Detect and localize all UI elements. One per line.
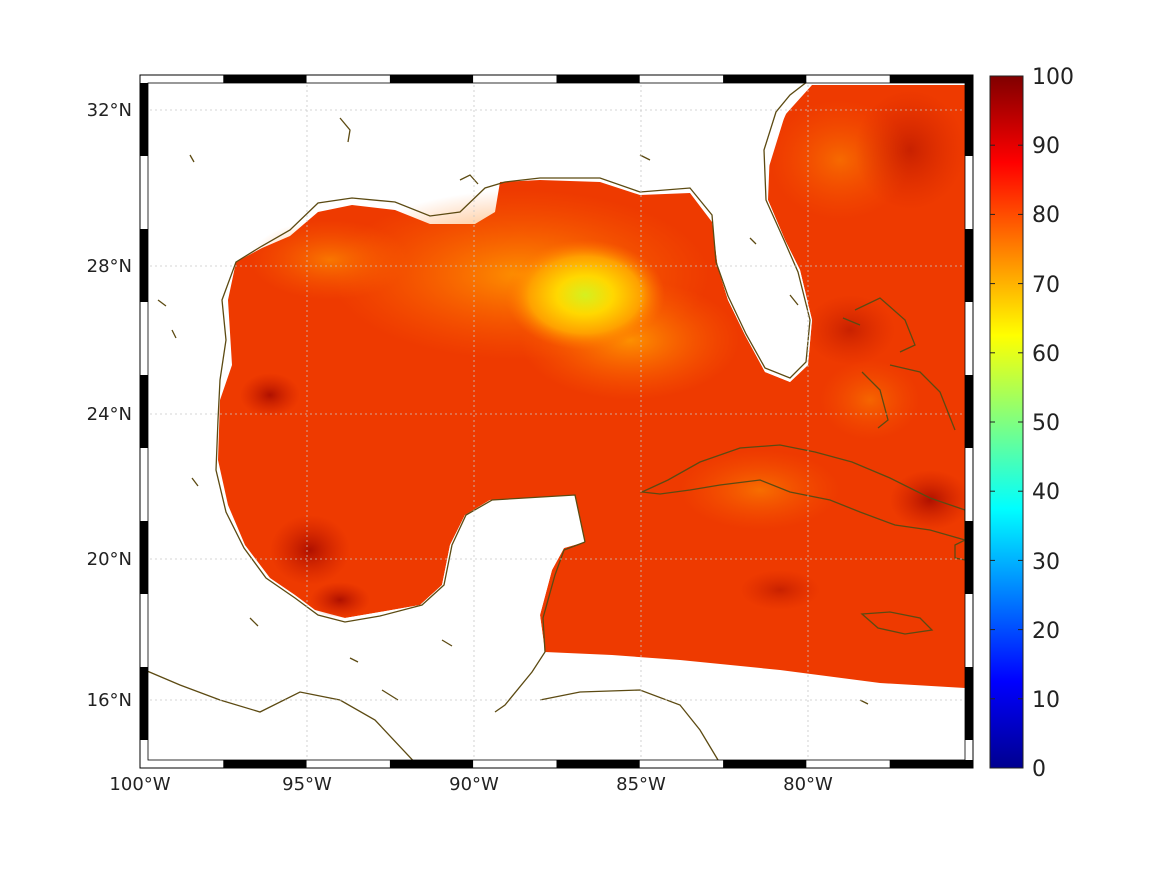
- frame-segment: [639, 760, 724, 768]
- lat-label-20n: 20°N: [87, 549, 132, 570]
- frame-segment: [639, 75, 724, 83]
- frame-inner-outline: [147, 82, 966, 761]
- land-central-america: [420, 660, 720, 768]
- frame-segment: [140, 156, 148, 229]
- lon-label-95w: 95°W: [282, 774, 332, 795]
- colorbar-label-10: 10: [1032, 688, 1060, 713]
- coastline-pacific: [140, 667, 421, 768]
- field-dark-southwest: [270, 515, 350, 585]
- field-orange-cuba: [680, 450, 840, 530]
- frame-segment: [965, 667, 973, 740]
- frame-segment: [965, 594, 973, 667]
- frame-segment: [965, 156, 973, 229]
- frame-segment: [140, 75, 224, 83]
- frame-segment: [223, 760, 307, 768]
- field-dark-caribbean: [740, 570, 820, 610]
- coastlines: [140, 77, 966, 768]
- coastline-mexico: [215, 419, 586, 623]
- colorbar-label-100: 100: [1032, 65, 1074, 90]
- field-dark-campeche: [310, 582, 370, 618]
- coastline-jamaica: [860, 611, 934, 635]
- coastline-gulf: [217, 77, 813, 421]
- frame-segment: [889, 760, 973, 768]
- colorbar-ticks: [990, 75, 1023, 769]
- colorbar-label-20: 20: [1032, 619, 1060, 644]
- grid-lines: [140, 75, 973, 768]
- frame-segment: [556, 75, 640, 83]
- frame-segment: [140, 229, 148, 302]
- coastline-bahamas: [842, 297, 956, 431]
- lat-tick-labels: 16°N 20°N 24°N 28°N 32°N: [87, 100, 132, 711]
- frame-segment: [140, 302, 148, 375]
- colorbar-label-50: 50: [1032, 411, 1060, 436]
- coastline-honduras: [539, 689, 719, 761]
- field-orange-west: [250, 220, 410, 300]
- frame-segment: [140, 83, 148, 156]
- map-frame: [139, 74, 974, 769]
- colorbar-label-60: 60: [1032, 342, 1060, 367]
- frame-segment: [556, 760, 640, 768]
- frame-segment: [140, 521, 148, 594]
- lon-label-80w: 80°W: [783, 774, 833, 795]
- frame-segment: [306, 760, 390, 768]
- lat-label-32n: 32°N: [87, 100, 132, 121]
- field-dark-west: [240, 373, 300, 417]
- colorbar-labels: 0 10 20 30 40 50 60 70 80 90 100: [1032, 65, 1074, 782]
- field-yellow-minimum: [505, 240, 665, 350]
- land-yucatan: [420, 495, 585, 700]
- frame-segment: [965, 740, 973, 760]
- frame-segment: [473, 75, 557, 83]
- frame-segment: [723, 75, 807, 83]
- lon-label-85w: 85°W: [616, 774, 666, 795]
- colorbar-label-40: 40: [1032, 480, 1060, 505]
- lon-label-100w: 100°W: [109, 774, 170, 795]
- colorbar-label-80: 80: [1032, 203, 1060, 228]
- frame-segment: [223, 75, 307, 83]
- frame-segment: [806, 760, 890, 768]
- frame-segment: [965, 83, 973, 156]
- lon-label-90w: 90°W: [449, 774, 499, 795]
- frame-segment: [965, 448, 973, 521]
- land-florida: [712, 75, 812, 382]
- colorbar-label-30: 30: [1032, 550, 1060, 575]
- frame-segment: [140, 448, 148, 521]
- colorbar-label-90: 90: [1032, 134, 1060, 159]
- frame-segment: [140, 760, 224, 768]
- frame-segment: [140, 594, 148, 667]
- colorbar: [989, 75, 1024, 769]
- frame-segment: [140, 667, 148, 740]
- frame-segment: [140, 740, 148, 760]
- frame-segment: [389, 75, 474, 83]
- coastline-islands: [157, 117, 869, 705]
- frame-segment: [389, 760, 474, 768]
- frame-segment: [140, 375, 148, 448]
- frame-outline: [139, 74, 974, 769]
- frame-segment: [965, 375, 973, 448]
- frame-segment: [965, 229, 973, 302]
- frame-segment: [306, 75, 390, 83]
- frame-segment: [723, 760, 807, 768]
- lat-label-24n: 24°N: [87, 404, 132, 425]
- lat-label-28n: 28°N: [87, 256, 132, 277]
- field-dark-florida-straits: [805, 295, 895, 365]
- land-south: [140, 605, 420, 768]
- field-dark-bahamas-east: [890, 470, 970, 530]
- colorbar-label-0: 0: [1032, 757, 1046, 782]
- field-orange-bahamas: [820, 360, 920, 440]
- frame-segment: [806, 75, 890, 83]
- frame-segment: [965, 521, 973, 594]
- colorbar-label-70: 70: [1032, 273, 1060, 298]
- frame-segment: [965, 302, 973, 375]
- lat-label-16n: 16°N: [87, 690, 132, 711]
- field-dark-atlantic: [855, 90, 965, 210]
- coastline-yucatan: [494, 541, 586, 713]
- lon-tick-labels: 100°W 95°W 90°W 85°W 80°W: [109, 774, 833, 795]
- frame-segment: [473, 760, 557, 768]
- frame-segment: [889, 75, 973, 83]
